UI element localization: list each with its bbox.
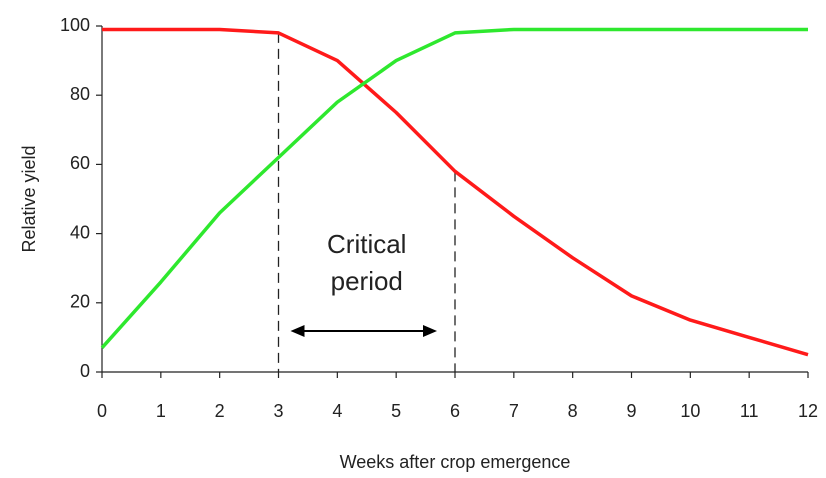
annotation: period <box>331 266 403 296</box>
annotation: Critical <box>327 229 406 259</box>
y-tick-label: 0 <box>80 361 90 381</box>
y-axis-label: Relative yield <box>19 145 39 252</box>
x-tick-label: 5 <box>391 401 401 421</box>
y-tick-label: 100 <box>60 15 90 35</box>
x-tick-label: 2 <box>215 401 225 421</box>
x-tick-label: 12 <box>798 401 818 421</box>
arrow-head <box>423 325 437 337</box>
x-tick-label: 9 <box>626 401 636 421</box>
x-tick-label: 11 <box>740 401 759 421</box>
series-line <box>100 27 808 349</box>
y-tick-label: 80 <box>70 84 90 104</box>
x-tick-label: 1 <box>156 401 166 421</box>
x-axis-label: Weeks after crop emergence <box>340 452 571 472</box>
x-tick-label: 0 <box>97 401 107 421</box>
x-tick-label: 8 <box>568 401 578 421</box>
arrow-head <box>290 325 305 337</box>
series-line <box>102 27 809 357</box>
x-tick-label: 4 <box>332 401 342 421</box>
x-tick-label: 6 <box>450 401 460 421</box>
y-tick-label: 20 <box>70 292 90 312</box>
x-tick-label: 3 <box>273 401 283 421</box>
y-tick-label: 60 <box>70 153 90 173</box>
x-tick-label: 10 <box>680 401 700 421</box>
y-tick-label: 40 <box>70 222 90 242</box>
x-tick-label: 7 <box>509 401 519 421</box>
